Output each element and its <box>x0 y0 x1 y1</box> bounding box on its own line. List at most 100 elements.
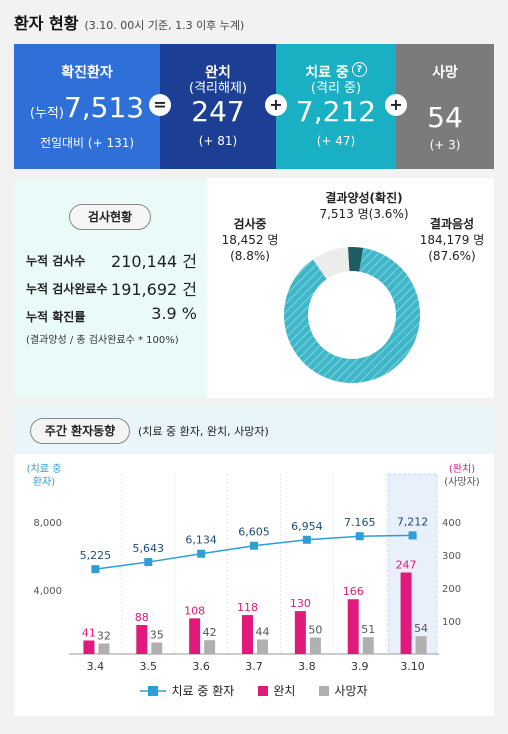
treatment-point <box>91 565 100 574</box>
treatment-value-label: 5,643 <box>133 542 165 555</box>
test-donut-chart <box>284 247 420 383</box>
released-value-label: 108 <box>184 604 205 617</box>
donut-testing-title: 검사중 <box>233 217 267 231</box>
treatment-point <box>144 558 153 567</box>
plus-icon: + <box>385 94 407 116</box>
treatment-value: 7,212 <box>295 95 377 128</box>
confirmed-change: 전일대비 (+ 131) <box>39 136 135 150</box>
released-value-label: 41 <box>82 626 96 639</box>
test-row-label: 누적 검사수 <box>26 254 86 268</box>
treatment-change: (+ 47) <box>316 134 356 148</box>
left-axis-label: 환자) <box>33 476 55 488</box>
deaths-bar <box>151 642 163 654</box>
deaths-change: (+ 3) <box>429 138 461 152</box>
released-bar <box>400 572 412 654</box>
x-tick-label: 3.10 <box>400 660 425 673</box>
donut-negative-value: 184,179 명 <box>419 233 485 247</box>
released-change: (+ 81) <box>198 134 238 148</box>
right-tick-label: 200 <box>442 584 461 595</box>
weekly-subtitle: (치료 중 환자, 완치, 사망자) <box>138 425 269 438</box>
testing-panel: 검사현황 누적 검사수 210,144 건 누적 검사완료수 191,692 건… <box>14 178 494 398</box>
treatment-value-label: 6,134 <box>185 534 217 547</box>
released-value-label: 166 <box>343 585 364 598</box>
test-row-value: 3.9 % <box>151 304 197 323</box>
weekly-legend: 치료 중 환자 완치 사망자 <box>14 682 494 699</box>
legend-item-treatment: 치료 중 환자 <box>140 682 234 699</box>
page-header: 환자 현황 (3.10. 00시 기준, 1.3 이후 누계) <box>14 10 244 34</box>
donut-testing-value: 18,452 명 <box>221 233 279 247</box>
deaths-value-label: 42 <box>203 626 217 639</box>
released-label: 완치 <box>205 65 231 81</box>
test-row-label: 누적 확진률 <box>26 310 86 324</box>
right-tick-label: 400 <box>442 518 461 529</box>
released-value: 247 <box>191 95 245 128</box>
legend-label-deaths: 사망자 <box>334 684 368 698</box>
test-row-label: 누적 검사완료수 <box>26 282 108 296</box>
x-tick-label: 3.7 <box>245 660 263 673</box>
donut-slice-positive <box>347 247 364 272</box>
right-tick-label: 300 <box>442 551 461 562</box>
help-icon[interactable]: ? <box>351 62 367 77</box>
donut-label-testing: 검사중 18,452 명 (8.8%) <box>214 216 286 264</box>
legend-item-released: 완치 <box>258 682 295 699</box>
released-card: 완치 (격리해제) 247 (+ 81) <box>160 44 276 169</box>
treatment-value-label: 6,605 <box>238 526 270 539</box>
treatment-point <box>302 535 311 544</box>
treatment-label: 치료 중 <box>305 65 349 81</box>
treatment-card: 치료 중? (격리 중) 7,212 (+ 47) <box>276 44 396 169</box>
deaths-bar <box>309 637 321 654</box>
test-row-value: 210,144 건 <box>111 252 197 271</box>
treatment-point <box>355 532 364 541</box>
page-subtitle: (3.10. 00시 기준, 1.3 이후 누계) <box>84 19 245 32</box>
confirmed-label: 확진환자 <box>61 65 113 81</box>
legend-label-treatment: 치료 중 환자 <box>171 684 235 698</box>
stats-bar: 확진환자 (누적)7,513 전일대비 (+ 131) 완치 (격리해제) 24… <box>14 44 494 169</box>
treatment-sublabel: (격리 중) <box>310 81 362 96</box>
left-axis-label: (치료 중 <box>27 463 62 475</box>
donut-label-positive: 결과양성(확진) 7,513 명(3.6%) <box>294 190 434 222</box>
confirmed-value: 7,513 <box>63 91 145 124</box>
donut-positive-value: 7,513 명(3.6%) <box>319 207 409 221</box>
deaths-bar <box>98 643 110 654</box>
released-bar <box>83 640 95 654</box>
released-value-label: 130 <box>290 597 311 610</box>
deaths-bar <box>415 636 427 654</box>
highlight-column <box>387 473 438 655</box>
treatment-value-label: 5,225 <box>80 549 112 562</box>
bar-marker-icon <box>258 685 269 696</box>
treatment-point <box>408 531 417 540</box>
deaths-card: 사망 54 (+ 3) <box>396 44 494 169</box>
deaths-value-label: 51 <box>361 623 375 636</box>
x-tick-label: 3.8 <box>298 660 316 673</box>
weekly-chart: 8,000 4,000 400 300 200 100 (치료 중환자) (완치)(사망자) 4… <box>27 463 480 673</box>
treatment-value-label: 7,212 <box>397 515 429 528</box>
deaths-value-label: 32 <box>97 629 111 642</box>
deaths-bar <box>204 640 216 654</box>
testing-title: 검사현황 <box>69 204 151 230</box>
weekly-panel: 주간 환자동향 (치료 중 환자, 완치, 사망자) 8,000 4,000 400… <box>14 406 494 716</box>
legend-label-released: 완치 <box>273 684 296 698</box>
donut-slice-testing <box>312 247 350 280</box>
equals-icon: = <box>149 94 171 116</box>
deaths-value-label: 50 <box>308 624 322 637</box>
treatment-point <box>250 541 258 550</box>
weekly-title: 주간 환자동향 <box>30 418 130 444</box>
deaths-bar <box>362 637 374 654</box>
left-tick-label: 4,000 <box>33 586 62 597</box>
plus-icon: + <box>265 94 287 116</box>
hatched-bar-icon <box>319 685 330 696</box>
released-bar <box>189 618 201 654</box>
donut-positive-title: 결과양성(확진) <box>325 191 403 205</box>
treatment-value-label: 6,954 <box>291 520 323 533</box>
donut-negative-pct: (87.6%) <box>428 249 476 263</box>
x-tick-label: 3.6 <box>192 660 210 673</box>
released-bar <box>294 611 306 654</box>
released-bar <box>136 624 148 654</box>
test-note: (결과양성 / 총 검사완료수 * 100%) <box>26 335 179 346</box>
deaths-bar <box>257 639 268 654</box>
released-value-label: 118 <box>237 601 258 614</box>
weekly-header: 주간 환자동향 (치료 중 환자, 완치, 사망자) <box>14 406 494 454</box>
right-axis-label: (완치) <box>449 463 475 475</box>
page-title: 환자 현황 <box>14 14 79 33</box>
deaths-value-label: 35 <box>150 628 164 641</box>
